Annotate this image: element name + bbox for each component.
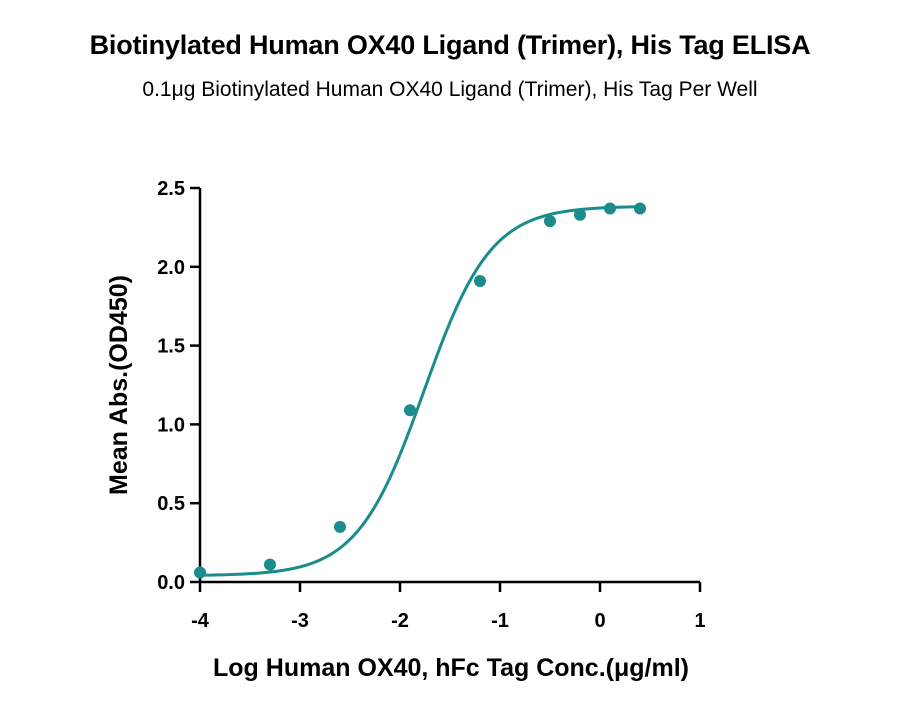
chart-title: Biotinylated Human OX40 Ligand (Trimer),… <box>89 30 811 60</box>
fit-curve <box>199 205 641 577</box>
x-tick-label: 1 <box>694 610 705 632</box>
x-axis-label: Log Human OX40, hFc Tag Conc.(μg/ml) <box>213 654 689 682</box>
fit-curve-layer <box>199 205 641 577</box>
data-points-layer <box>194 202 646 579</box>
x-tick-label: -4 <box>191 610 210 632</box>
data-point <box>604 202 616 215</box>
data-point <box>544 215 556 228</box>
x-tick-label: -3 <box>291 610 309 632</box>
y-tick-label: 1.0 <box>157 414 185 436</box>
axes: -4 -3 -2 -1 0 1 0.0 0.5 1.0 1.5 2.0 2.5 <box>157 178 705 632</box>
y-axis-label: Mean Abs.(OD450) <box>105 275 133 495</box>
data-point <box>404 404 416 417</box>
data-point <box>634 202 646 215</box>
data-point <box>194 566 206 579</box>
x-tick-label: -2 <box>391 610 409 632</box>
data-point <box>574 208 586 221</box>
y-tick-label: 0.0 <box>157 572 185 594</box>
chart-subtitle: 0.1μg Biotinylated Human OX40 Ligand (Tr… <box>142 78 758 101</box>
y-tick-label: 2.5 <box>157 178 185 200</box>
y-tick-label: 1.5 <box>157 336 185 358</box>
x-tick-label: 0 <box>594 610 605 632</box>
data-point <box>474 274 486 287</box>
data-point <box>264 558 276 571</box>
data-point <box>334 520 346 533</box>
y-tick-label: 0.5 <box>157 493 185 515</box>
y-tick-label: 2.0 <box>157 257 185 279</box>
x-tick-label: -1 <box>491 610 509 632</box>
